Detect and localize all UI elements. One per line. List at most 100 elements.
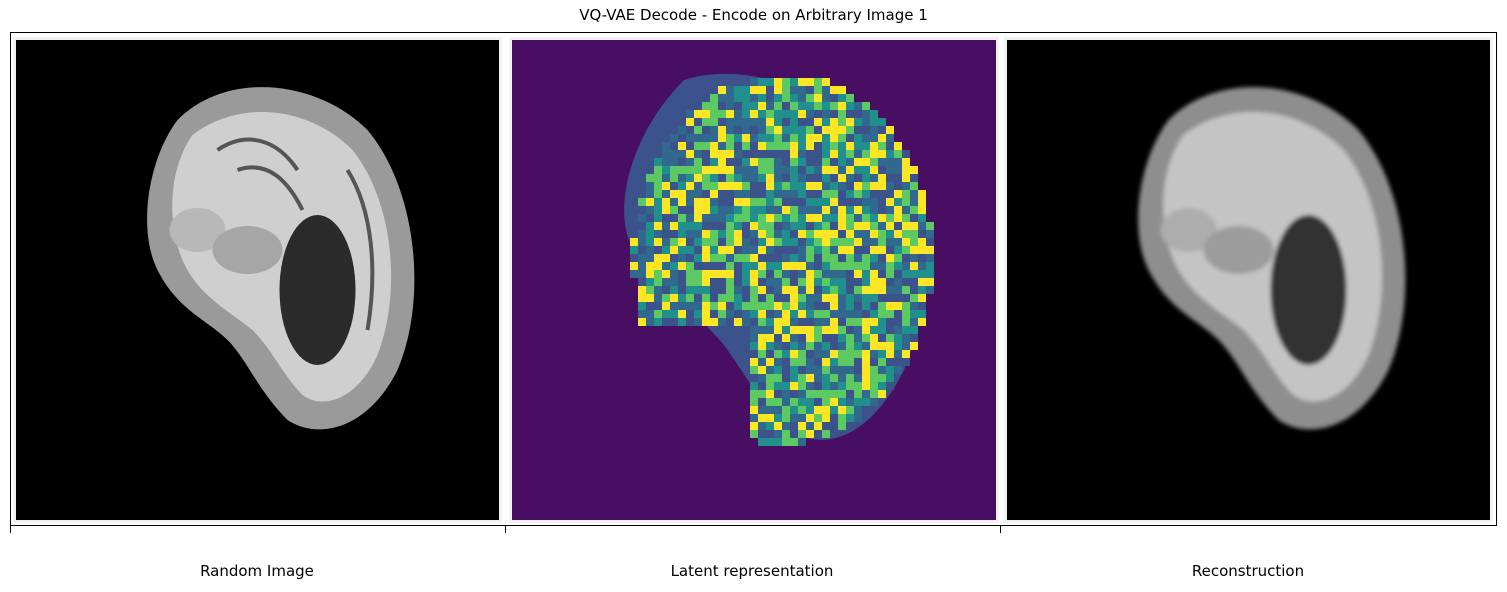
latent-cell [798,142,806,150]
latent-cell [846,382,854,390]
latent-cell [886,374,894,382]
latent-cell [742,230,750,238]
latent-cell [854,150,862,158]
latent-cell [750,318,758,326]
latent-cell [758,310,766,318]
latent-cell [758,430,766,438]
latent-cell [742,110,750,118]
latent-cell [734,270,742,278]
latent-cell [822,78,830,86]
latent-cell [894,326,902,334]
latent-cell [854,406,862,414]
latent-cell [806,150,814,158]
latent-cell [886,318,894,326]
latent-cell [830,182,838,190]
latent-cell [822,134,830,142]
latent-cell [670,254,678,262]
latent-cell [854,302,862,310]
latent-cell [758,86,766,94]
latent-cell [798,126,806,134]
latent-cell [782,286,790,294]
latent-cell [894,286,902,294]
latent-cell [862,286,870,294]
latent-cell [678,190,686,198]
latent-cell [638,270,646,278]
latent-cell [782,78,790,86]
latent-cell [814,230,822,238]
latent-cell [854,414,862,422]
latent-cell [654,302,662,310]
latent-cell [790,182,798,190]
latent-cell [854,102,862,110]
latent-cell [694,302,702,310]
latent-cell [734,142,742,150]
latent-cell [862,398,870,406]
latent-cell [918,302,926,310]
latent-cell [798,270,806,278]
latent-cell [702,238,710,246]
latent-cell [710,270,718,278]
latent-cell [630,262,638,270]
latent-cell [774,190,782,198]
latent-cell [790,254,798,262]
latent-cell [830,342,838,350]
latent-cell [654,246,662,254]
latent-cell [790,318,798,326]
latent-cell [814,342,822,350]
latent-cell [830,286,838,294]
latent-cell [718,262,726,270]
latent-cell [782,390,790,398]
latent-cell [806,318,814,326]
latent-cell [822,86,830,94]
latent-cell [846,286,854,294]
latent-cell [878,262,886,270]
latent-cell [814,358,822,366]
latent-cell [742,310,750,318]
latent-cell [750,126,758,134]
latent-cell [790,110,798,118]
latent-cell [646,318,654,326]
latent-cell [878,374,886,382]
latent-cell [790,126,798,134]
latent-cell [742,246,750,254]
latent-cell [726,302,734,310]
latent-cell [702,166,710,174]
latent-cell [710,294,718,302]
latent-cell [854,398,862,406]
latent-cell [838,286,846,294]
latent-cell [702,142,710,150]
latent-cell [870,342,878,350]
latent-cell [734,262,742,270]
latent-cell [846,230,854,238]
latent-cell [886,238,894,246]
latent-cell [878,230,886,238]
latent-cell [838,294,846,302]
latent-cell [830,334,838,342]
latent-cell [846,198,854,206]
latent-cell [886,134,894,142]
latent-cell [702,158,710,166]
latent-cell [798,174,806,182]
latent-cell [918,254,926,262]
latent-cell [774,302,782,310]
latent-cell [798,382,806,390]
latent-cell [710,118,718,126]
latent-cell [766,174,774,182]
latent-cell [766,318,774,326]
latent-cell [838,238,846,246]
latent-cell [910,262,918,270]
latent-cell [870,118,878,126]
latent-cell [718,102,726,110]
latent-cell [702,270,710,278]
latent-cell [854,262,862,270]
latent-cell [814,326,822,334]
latent-cell [790,222,798,230]
latent-cell [694,158,702,166]
latent-cell [734,126,742,134]
latent-cell [846,414,854,422]
latent-cell [766,326,774,334]
latent-cell [798,302,806,310]
latent-cell [814,254,822,262]
latent-cell [702,110,710,118]
latent-cell [846,174,854,182]
